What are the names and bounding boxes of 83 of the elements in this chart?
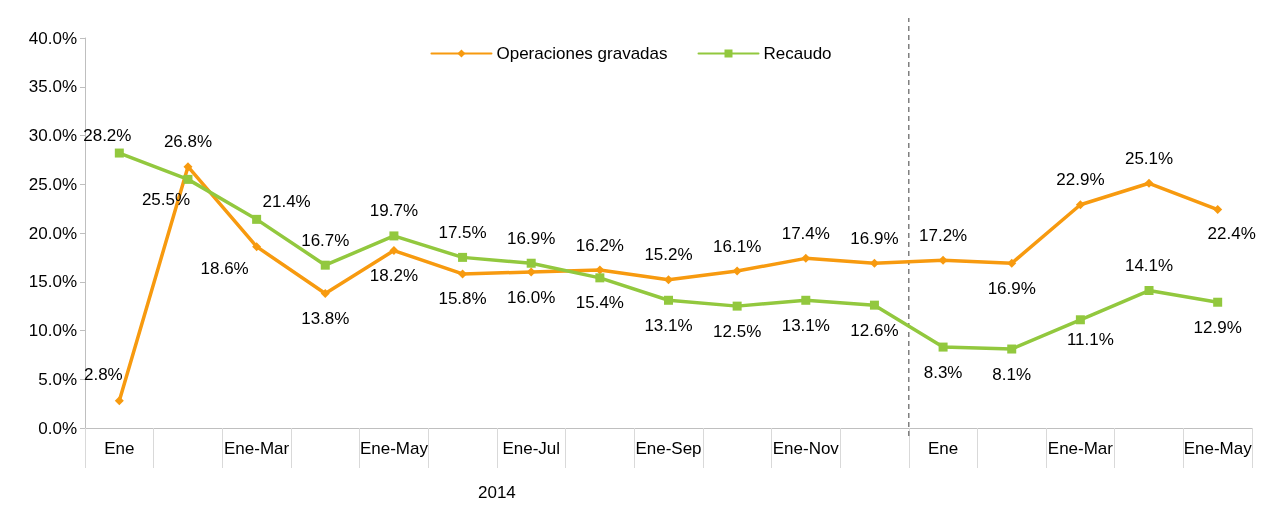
point xyxy=(938,342,948,352)
data-label: 25.1% xyxy=(1124,148,1174,168)
y-tick-label: 25.0% xyxy=(28,174,77,194)
x-tick-label: Ene-Mar xyxy=(1047,439,1114,458)
data-label: 2.8% xyxy=(83,365,123,385)
point xyxy=(114,148,124,158)
point xyxy=(732,266,742,276)
point xyxy=(1075,315,1085,325)
data-label: 16.9% xyxy=(850,228,899,248)
data-label: 12.9% xyxy=(1193,317,1242,337)
point xyxy=(1007,344,1017,354)
point xyxy=(664,295,673,305)
data-label: 15.8% xyxy=(438,289,487,309)
data-label: 18.2% xyxy=(369,266,419,286)
point xyxy=(252,214,262,224)
y-tick-label: 30.0% xyxy=(28,126,77,145)
y-tick-label: 20.0% xyxy=(28,223,77,243)
point xyxy=(869,300,879,310)
data-label: 26.8% xyxy=(163,132,213,152)
point xyxy=(458,252,468,262)
data-label: 17.5% xyxy=(438,222,487,242)
point xyxy=(595,273,605,283)
data-label: 14.1% xyxy=(1124,256,1174,276)
x-tick-label: Ene-Nov xyxy=(772,439,840,458)
data-label: 11.1% xyxy=(1066,330,1114,350)
point xyxy=(1144,286,1154,296)
x-tick-label: Ene-Mar xyxy=(224,439,290,458)
point xyxy=(1144,178,1154,188)
point xyxy=(114,396,124,406)
y-tick-label: 35.0% xyxy=(28,77,77,97)
data-label: 13.8% xyxy=(301,308,350,328)
point xyxy=(732,301,742,311)
data-label: 19.7% xyxy=(369,201,419,221)
data-label: 15.4% xyxy=(575,293,624,313)
x-tick-label: Ene-May xyxy=(359,439,429,458)
x-tick-label: Ene xyxy=(927,439,959,458)
y-tick-label: 15.0% xyxy=(28,272,77,292)
data-label: 12.5% xyxy=(713,321,762,341)
point xyxy=(183,174,193,184)
data-label: 22.4% xyxy=(1207,224,1256,244)
data-label: 22.9% xyxy=(1056,170,1105,190)
x-tick-label: Ene-Sep xyxy=(635,439,702,458)
data-label: 8.3% xyxy=(923,362,963,382)
legend-label: Operaciones gravadas xyxy=(496,44,668,63)
point xyxy=(1213,205,1223,215)
data-label: 16.2% xyxy=(575,235,624,255)
x-tick-label: Ene-May xyxy=(1183,439,1253,458)
point xyxy=(389,246,399,256)
point xyxy=(1075,200,1085,210)
data-label: 16.7% xyxy=(301,230,350,250)
point xyxy=(801,295,811,305)
point xyxy=(526,258,536,268)
data-label: 13.1% xyxy=(644,315,693,335)
legend-label: Recaudo xyxy=(763,44,832,63)
point xyxy=(1213,297,1223,307)
x-tick-label: Ene xyxy=(104,439,135,458)
data-label: 16.1% xyxy=(713,236,762,256)
point xyxy=(389,231,399,241)
data-label: 28.2% xyxy=(83,125,132,145)
y-tick-label: 40.0% xyxy=(28,28,77,48)
y-tick-label: 5.0% xyxy=(38,369,77,389)
point xyxy=(664,275,673,285)
data-label: 17.4% xyxy=(781,223,830,243)
data-label: 16.0% xyxy=(507,287,556,307)
point xyxy=(320,288,330,298)
point xyxy=(252,242,262,252)
data-label: 17.2% xyxy=(918,225,968,245)
data-label: 18.6% xyxy=(200,259,249,279)
data-label: 8.1% xyxy=(992,364,1032,384)
data-label: 16.9% xyxy=(507,228,556,248)
point xyxy=(183,162,193,172)
text: 2014 xyxy=(477,482,516,502)
data-label: 21.4% xyxy=(262,191,311,211)
data-label: 16.9% xyxy=(987,278,1036,298)
data-label: 15.2% xyxy=(644,245,693,265)
x-tick-label: Ene-Jul xyxy=(502,439,561,458)
y-tick-label: 0.0% xyxy=(38,418,77,438)
data-label: 12.6% xyxy=(850,320,899,340)
data-label: 13.1% xyxy=(781,315,830,335)
y-tick-label: 10.0% xyxy=(28,321,77,340)
point xyxy=(595,265,605,275)
point xyxy=(320,260,330,270)
point xyxy=(1007,258,1017,268)
